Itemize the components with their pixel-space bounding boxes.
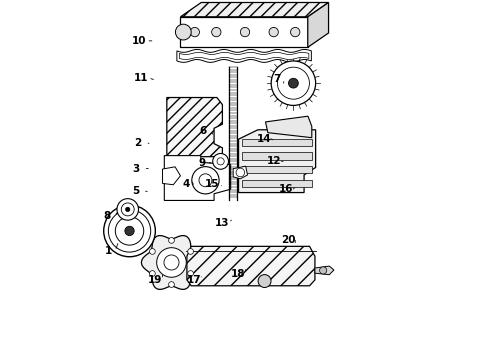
Text: 5: 5 <box>132 186 139 196</box>
Text: 16: 16 <box>279 184 294 194</box>
Polygon shape <box>266 116 312 138</box>
Text: 18: 18 <box>231 269 245 279</box>
Circle shape <box>269 27 278 37</box>
Polygon shape <box>242 152 312 159</box>
Circle shape <box>319 267 327 274</box>
Polygon shape <box>167 98 222 157</box>
Polygon shape <box>242 139 312 146</box>
Circle shape <box>169 282 174 287</box>
Circle shape <box>125 207 130 212</box>
Circle shape <box>240 27 250 37</box>
Text: 6: 6 <box>199 126 206 136</box>
Circle shape <box>192 167 219 194</box>
Text: 12: 12 <box>267 156 282 166</box>
Text: 10: 10 <box>132 36 147 46</box>
Text: 1: 1 <box>104 246 112 256</box>
Circle shape <box>108 210 151 252</box>
Polygon shape <box>242 166 312 173</box>
Circle shape <box>190 27 199 37</box>
Circle shape <box>199 174 212 187</box>
Circle shape <box>157 248 186 277</box>
Circle shape <box>117 199 139 220</box>
Text: 13: 13 <box>215 218 229 228</box>
Text: 9: 9 <box>198 158 205 168</box>
Text: 2: 2 <box>135 138 142 148</box>
Polygon shape <box>233 166 247 179</box>
Polygon shape <box>308 3 329 47</box>
Text: 19: 19 <box>148 275 163 285</box>
Circle shape <box>289 78 298 88</box>
Circle shape <box>258 275 271 288</box>
Polygon shape <box>177 49 311 62</box>
Text: 3: 3 <box>133 163 140 174</box>
Text: 14: 14 <box>256 134 271 144</box>
Circle shape <box>277 67 309 99</box>
Text: 8: 8 <box>103 211 111 221</box>
Polygon shape <box>315 266 334 275</box>
Circle shape <box>271 61 316 105</box>
Circle shape <box>104 205 155 257</box>
Circle shape <box>122 203 134 216</box>
Polygon shape <box>180 3 329 17</box>
Polygon shape <box>242 180 312 187</box>
Polygon shape <box>179 52 309 59</box>
Circle shape <box>291 27 300 37</box>
Text: 7: 7 <box>273 74 280 84</box>
Text: 15: 15 <box>205 179 219 189</box>
Text: 4: 4 <box>182 179 190 189</box>
Circle shape <box>125 226 134 235</box>
Circle shape <box>213 153 228 169</box>
Circle shape <box>212 27 221 37</box>
Polygon shape <box>187 246 315 286</box>
Circle shape <box>188 249 194 254</box>
Text: 20: 20 <box>281 235 295 245</box>
Polygon shape <box>163 167 180 185</box>
Polygon shape <box>141 235 201 289</box>
Polygon shape <box>164 156 231 201</box>
Polygon shape <box>180 17 308 47</box>
Circle shape <box>149 271 155 276</box>
Circle shape <box>164 255 179 270</box>
Polygon shape <box>239 130 316 193</box>
Circle shape <box>149 249 155 254</box>
Circle shape <box>217 158 224 165</box>
Text: 11: 11 <box>134 73 148 83</box>
Text: 17: 17 <box>187 275 201 285</box>
Circle shape <box>169 238 174 243</box>
Circle shape <box>115 217 144 245</box>
Circle shape <box>236 168 245 177</box>
Circle shape <box>188 271 194 276</box>
Circle shape <box>175 24 191 40</box>
